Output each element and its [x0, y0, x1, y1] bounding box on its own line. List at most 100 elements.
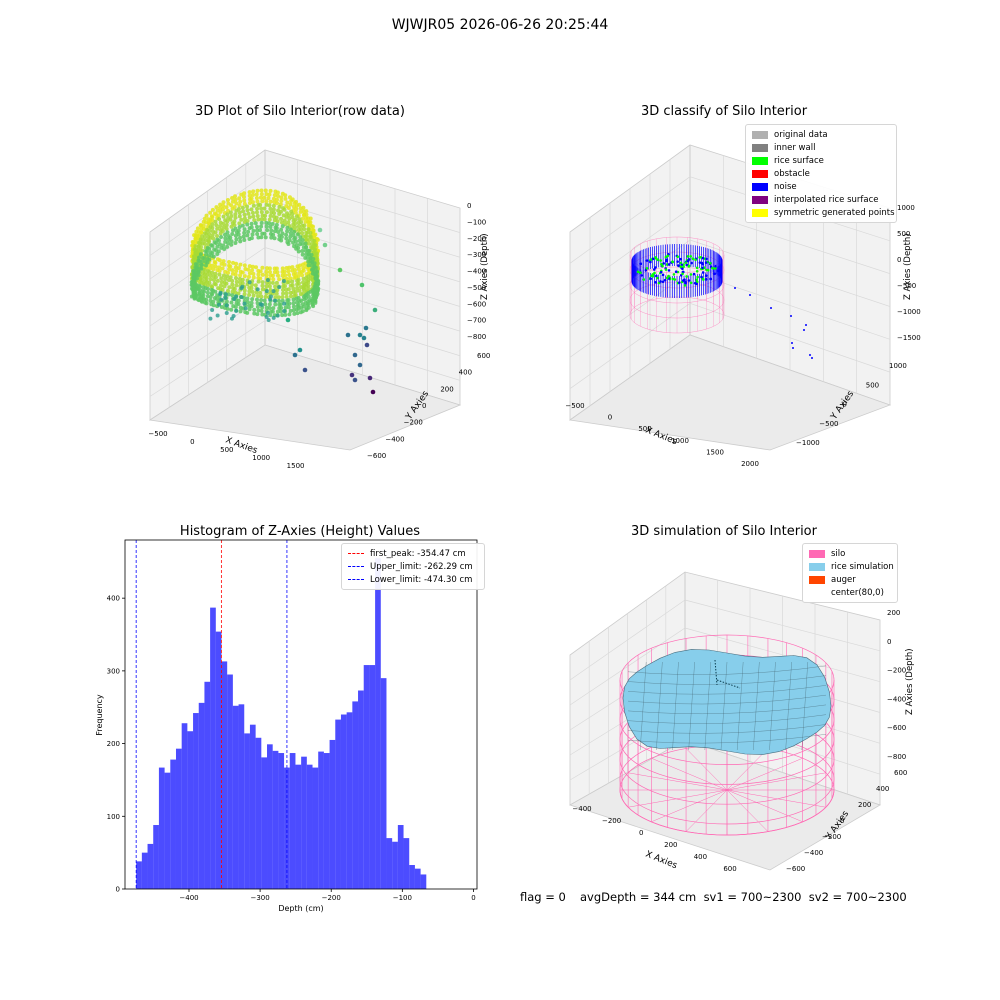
- point: [269, 309, 274, 314]
- point: [247, 200, 252, 205]
- point: [654, 280, 657, 284]
- gridline: [689, 208, 891, 274]
- histogram-x-ticks: −400 −300 −200 −100 0: [179, 889, 476, 902]
- point: [272, 270, 277, 275]
- gridline: [264, 247, 461, 307]
- point: [663, 278, 667, 282]
- point: [265, 228, 270, 233]
- point: [202, 216, 207, 221]
- cls-zticks-label: 0: [897, 256, 901, 264]
- point: [314, 269, 319, 274]
- point: [676, 255, 680, 259]
- point: [679, 257, 682, 261]
- gridline: [569, 627, 686, 706]
- point: [260, 312, 265, 317]
- point: [247, 280, 252, 285]
- point: [281, 287, 286, 292]
- y-tick-label: 100: [107, 813, 120, 821]
- legend-entry: silo: [809, 547, 891, 560]
- legend-label: Upper_limit: -262.29 cm: [370, 561, 473, 572]
- point: [254, 192, 259, 197]
- point: [242, 216, 247, 221]
- point: [225, 219, 230, 224]
- point: [645, 259, 649, 262]
- point: [276, 298, 281, 303]
- legend-label: interpolated rice surface: [774, 194, 879, 205]
- point: [218, 283, 223, 288]
- cls-zticks-label: −500: [897, 282, 916, 290]
- point: [234, 283, 239, 288]
- point: [274, 197, 279, 202]
- sim-yticks-label: 200: [858, 801, 871, 809]
- point: [208, 210, 213, 215]
- point: [255, 294, 260, 299]
- point: [303, 237, 308, 242]
- point: [211, 236, 216, 241]
- point: [644, 268, 648, 272]
- raw-zticks-label: −700: [467, 317, 486, 325]
- histogram-bar: [193, 713, 199, 889]
- point: [255, 312, 260, 317]
- point: [687, 264, 691, 268]
- raw-yticks-label: −400: [385, 435, 404, 443]
- point: [225, 212, 230, 217]
- mesh-line: [627, 714, 827, 724]
- point: [359, 282, 365, 288]
- point: [240, 223, 245, 228]
- point: [258, 302, 263, 307]
- point: [303, 241, 308, 246]
- point: [284, 291, 289, 296]
- point: [278, 309, 283, 314]
- point: [352, 377, 358, 383]
- point: [192, 290, 197, 295]
- mesh-line: [656, 661, 663, 751]
- point: [263, 213, 268, 218]
- point: [218, 290, 223, 295]
- point: [196, 269, 201, 274]
- point: [220, 229, 225, 234]
- point: [284, 276, 289, 281]
- point: [207, 228, 212, 233]
- histogram-bar: [409, 865, 415, 889]
- silo-floor-spoke: [726, 748, 769, 791]
- point: [301, 209, 306, 214]
- point: [288, 283, 293, 288]
- point: [264, 315, 269, 320]
- histogram-bar: [329, 739, 336, 889]
- raw-zticks-label: −200: [467, 235, 486, 243]
- point: [215, 226, 220, 231]
- point: [247, 215, 252, 220]
- histogram-x-axis-label: Depth (cm): [278, 904, 323, 913]
- point: [265, 278, 270, 283]
- point: [234, 279, 239, 284]
- histogram-bar: [289, 753, 296, 889]
- point: [256, 272, 261, 277]
- x-tick-label: 0: [471, 894, 475, 902]
- point: [213, 219, 218, 224]
- point: [696, 275, 699, 279]
- point: [263, 235, 268, 240]
- point: [639, 271, 642, 275]
- point: [245, 204, 250, 209]
- point: [247, 285, 252, 290]
- point: [292, 293, 297, 298]
- noise-point: [790, 315, 792, 317]
- legend-entry: Upper_limit: -262.29 cm: [348, 560, 478, 573]
- sim-zticks-label: −400: [887, 695, 906, 703]
- point: [215, 208, 220, 213]
- point: [231, 286, 236, 291]
- point: [250, 200, 255, 205]
- point: [242, 238, 247, 243]
- histogram-bar: [181, 723, 188, 889]
- point: [198, 252, 203, 257]
- point: [256, 268, 261, 273]
- point: [282, 207, 287, 212]
- point: [689, 255, 692, 258]
- point: [268, 287, 273, 292]
- point: [203, 263, 208, 268]
- point: [293, 225, 298, 230]
- point: [280, 295, 285, 300]
- point: [687, 279, 691, 282]
- point: [267, 221, 272, 226]
